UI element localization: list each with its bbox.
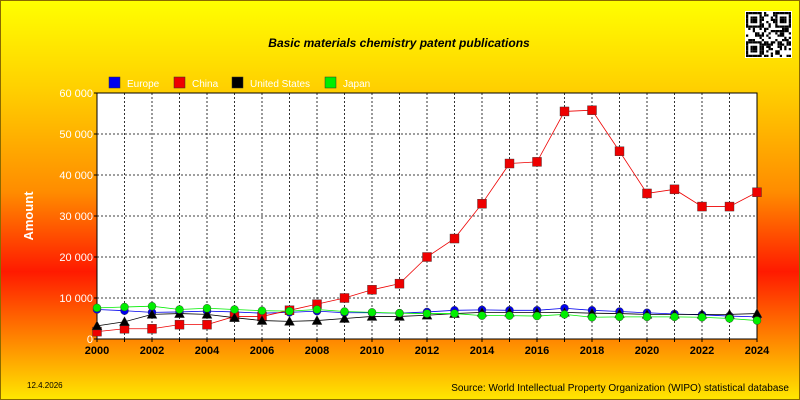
y-axis: 0 10 000 20 000 30 000 40 000 50 000 60 000 <box>59 88 97 346</box>
data-point-united-states <box>91 320 103 331</box>
chart-title: Basic materials chemistry patent publica… <box>268 36 530 50</box>
data-point-united-states <box>284 315 295 326</box>
data-point-japan <box>725 314 734 323</box>
legend-swatch <box>231 76 244 89</box>
data-point-china <box>642 188 652 199</box>
x-tick-label: 2020 <box>635 345 659 357</box>
legend-swatch <box>108 76 121 89</box>
data-point-china <box>449 233 460 244</box>
legend-swatch <box>173 76 186 89</box>
data-point-japan <box>477 311 487 320</box>
data-point-united-states <box>201 308 213 319</box>
data-point-japan <box>395 308 404 318</box>
data-point-china <box>339 293 350 303</box>
data-point-japan <box>340 307 349 316</box>
x-tick-label: 2002 <box>140 345 164 357</box>
source-note: Source: World Intellectual Property Orga… <box>451 383 789 394</box>
data-point-japan <box>670 312 679 322</box>
data-point-japan <box>587 313 597 322</box>
data-point-china <box>614 146 625 156</box>
data-point-united-states <box>256 315 268 325</box>
data-point-china <box>174 319 185 330</box>
x-tick-label: 2012 <box>415 345 439 357</box>
data-point-china <box>477 198 487 209</box>
data-point-japan <box>422 309 432 318</box>
legend-label: China <box>192 79 219 90</box>
series-group <box>91 105 763 337</box>
legend-label: United States <box>250 79 310 90</box>
y-tick-label: 0 <box>87 334 93 346</box>
data-point-japan <box>642 312 652 322</box>
x-tick-label: 2008 <box>305 345 329 357</box>
x-tick-label: 2004 <box>195 345 220 357</box>
data-point-japan <box>202 304 212 313</box>
data-point-china <box>422 252 432 262</box>
data-point-japan <box>560 310 569 319</box>
data-point-china <box>752 187 762 197</box>
data-point-japan <box>752 316 762 325</box>
data-point-japan <box>230 305 239 314</box>
data-point-united-states <box>146 308 158 319</box>
data-point-china <box>202 319 212 330</box>
data-point-china <box>504 158 515 169</box>
x-tick-label: 2000 <box>85 345 109 357</box>
y-tick-label: 30 000 <box>59 211 93 223</box>
data-point-japan <box>615 312 624 322</box>
date-stamp: 12.4.2026 <box>27 381 63 390</box>
data-point-japan <box>367 308 377 317</box>
x-tick-label: 2016 <box>525 345 549 357</box>
legend-label: Japan <box>343 79 370 90</box>
data-point-china <box>724 201 735 212</box>
data-point-china <box>532 157 542 167</box>
y-tick-label: 10 000 <box>59 293 93 305</box>
legend-label: Europe <box>127 79 160 90</box>
legend: Europe China United States Japan <box>108 76 370 90</box>
y-axis-label: Amount <box>21 191 36 241</box>
y-tick-label: 40 000 <box>59 170 93 182</box>
data-point-united-states <box>229 312 240 322</box>
x-axis: 2000 2002 2004 2006 2008 2010 2012 2014 2016 2018… <box>85 339 770 357</box>
x-tick-label: 2018 <box>580 345 604 357</box>
data-point-japan <box>285 306 294 316</box>
data-point-united-states <box>339 313 350 323</box>
data-point-china <box>147 324 157 334</box>
data-point-japan <box>312 305 322 314</box>
data-point-japan <box>257 306 267 315</box>
x-tick-label: 2022 <box>690 345 714 357</box>
data-point-china <box>697 201 707 212</box>
data-point-united-states <box>119 316 130 326</box>
data-point-japan <box>92 303 102 313</box>
x-tick-label: 2024 <box>745 345 770 357</box>
data-point-china <box>587 105 597 115</box>
y-tick-label: 60 000 <box>59 88 93 100</box>
x-tick-label: 2006 <box>250 345 274 357</box>
data-point-japan <box>147 302 157 311</box>
data-point-china <box>394 278 405 289</box>
data-point-china <box>367 285 377 295</box>
y-tick-label: 20 000 <box>59 252 93 264</box>
qr-code-icon <box>745 11 792 58</box>
data-point-japan <box>175 305 184 314</box>
data-point-united-states <box>311 315 323 325</box>
data-point-china <box>669 184 680 195</box>
legend-swatch <box>324 76 337 89</box>
x-tick-label: 2010 <box>360 345 384 357</box>
data-point-japan <box>120 302 129 312</box>
grid <box>97 93 757 339</box>
data-point-japan <box>450 309 459 318</box>
data-point-china <box>559 106 570 117</box>
data-point-japan <box>505 311 514 320</box>
data-point-japan <box>697 313 707 322</box>
x-tick-label: 2014 <box>470 345 495 357</box>
y-tick-label: 50 000 <box>59 129 93 141</box>
data-point-japan <box>532 311 542 321</box>
